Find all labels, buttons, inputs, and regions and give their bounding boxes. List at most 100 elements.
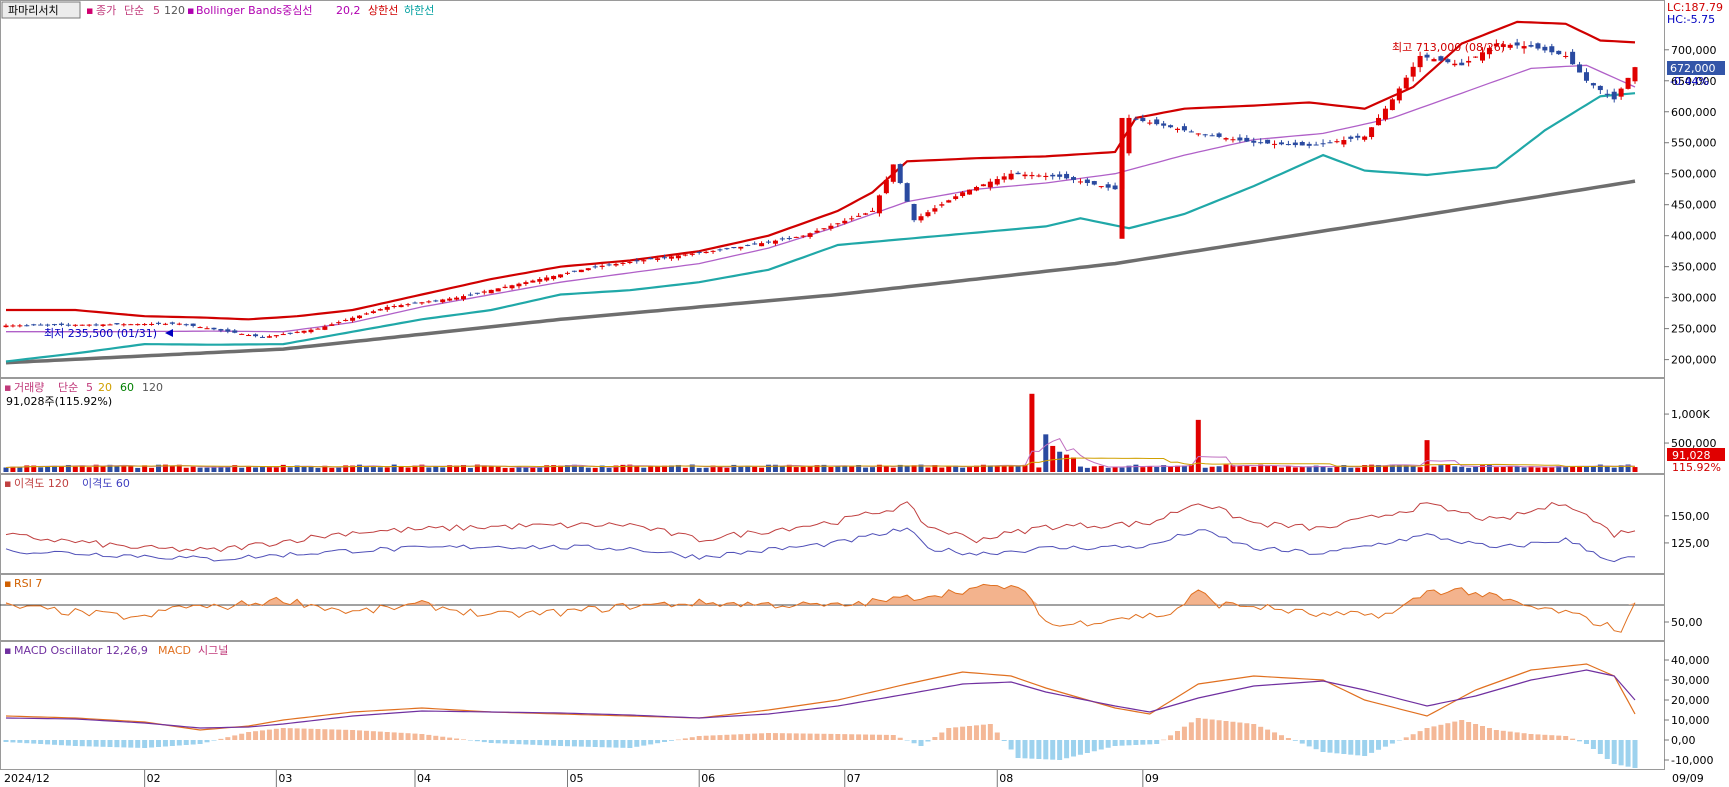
macd-osc-bar xyxy=(232,735,238,740)
rsi-y-axis: 50,00 xyxy=(1664,616,1703,629)
macd-osc-bar xyxy=(772,733,778,740)
volume-bar xyxy=(218,466,224,472)
volume-bar xyxy=(779,465,785,472)
volume-bar xyxy=(772,464,778,472)
macd-osc-bar xyxy=(1251,724,1257,740)
volume-bar xyxy=(1597,464,1603,472)
candle xyxy=(786,235,792,241)
ma120-line xyxy=(5,179,1636,365)
candle xyxy=(232,329,238,334)
candle-body xyxy=(1126,117,1132,154)
macd-osc-bar xyxy=(1272,732,1278,740)
candle-body xyxy=(814,230,820,233)
volume-bar xyxy=(1223,464,1229,472)
volume-bar xyxy=(1348,467,1354,472)
volume-bar xyxy=(1313,465,1319,472)
candle-body xyxy=(578,269,584,273)
macd-osc-bar xyxy=(1223,721,1229,740)
x-tick-label: 04 xyxy=(417,772,431,785)
candle xyxy=(1417,51,1423,73)
candle-body xyxy=(190,323,196,326)
price-y-axis: 700,000 650,000 600,000 550,000 500,000 450,0… xyxy=(1664,44,1717,367)
candle-body xyxy=(1424,54,1430,58)
candle-body xyxy=(1618,88,1624,97)
candle-body xyxy=(1105,184,1111,188)
candle xyxy=(1015,171,1021,175)
candle-body xyxy=(259,336,265,338)
candle xyxy=(897,163,903,185)
macd-osc-bar xyxy=(52,740,58,745)
candle xyxy=(1556,50,1562,56)
candle-body xyxy=(800,235,806,237)
candle-body xyxy=(502,286,508,288)
macd-osc-bar xyxy=(1029,740,1035,759)
macd-osc-bar xyxy=(259,730,265,740)
disparity-y-axis: 150,00 125,00 xyxy=(1664,510,1710,550)
macd-osc-bar xyxy=(1306,740,1312,747)
volume-bar xyxy=(350,465,356,472)
stock-name-button[interactable]: 파마리서치 xyxy=(1,1,81,19)
candle xyxy=(1209,133,1215,137)
candle-body xyxy=(1091,181,1097,185)
macd-osc-bar xyxy=(530,740,536,745)
candle xyxy=(31,323,37,326)
candle xyxy=(599,263,605,270)
volume-bar xyxy=(1479,465,1485,472)
candles xyxy=(3,38,1638,338)
macd-osc-bar xyxy=(218,738,224,740)
candle-body xyxy=(1327,142,1333,144)
macd-osc-bar xyxy=(412,733,418,740)
candle-body xyxy=(440,299,446,303)
volume-bar xyxy=(537,467,543,472)
volume-bar xyxy=(1431,466,1437,472)
candle xyxy=(1597,85,1603,94)
candle xyxy=(183,323,189,327)
volume-bar xyxy=(1029,393,1035,472)
candle xyxy=(495,288,501,292)
candle xyxy=(668,255,674,261)
macd-osc-bar xyxy=(1632,740,1638,768)
volume-bar xyxy=(620,464,626,472)
macd-osc-bar xyxy=(890,735,896,740)
volume-bar xyxy=(100,465,106,472)
candle-body xyxy=(1244,137,1250,142)
candle xyxy=(412,301,418,304)
candle xyxy=(1181,123,1187,132)
candle-body xyxy=(3,325,9,328)
candle-body xyxy=(1535,43,1541,49)
stock-name-button-box[interactable] xyxy=(1,1,81,19)
macd-osc-bar xyxy=(1611,740,1617,764)
candle-body xyxy=(1528,45,1534,47)
candle-body xyxy=(1230,139,1236,141)
macd-osc-bar xyxy=(419,734,425,740)
candle-body xyxy=(710,250,716,252)
candle-body xyxy=(197,327,203,329)
volume-bar xyxy=(1265,465,1271,472)
volume-bar xyxy=(183,467,189,472)
legend-bb-marker: ▪ xyxy=(187,4,194,17)
volume-bar xyxy=(918,464,924,472)
candle xyxy=(1570,49,1576,65)
volume-bar xyxy=(1583,466,1589,472)
candle xyxy=(1424,52,1430,61)
volume-bar xyxy=(800,466,806,472)
candle-body xyxy=(391,306,397,308)
candle-body xyxy=(79,324,85,326)
candle xyxy=(86,324,92,327)
volume-bar xyxy=(1251,466,1257,472)
macd-osc-bar xyxy=(641,740,647,746)
legend-close-marker: ▪ xyxy=(86,4,93,17)
candle xyxy=(1403,75,1409,91)
candle xyxy=(856,213,862,217)
candle xyxy=(1500,40,1506,51)
volume-bar xyxy=(280,464,286,472)
candle-body xyxy=(336,322,342,324)
volume-bar xyxy=(294,465,300,472)
volume-bar xyxy=(142,465,148,472)
volume-bar xyxy=(322,465,328,472)
macd-osc-bar xyxy=(1112,740,1118,746)
volume-bar xyxy=(1119,467,1125,472)
volume-bar xyxy=(149,467,155,472)
macd-osc-bar xyxy=(1507,731,1513,740)
low-arrow-icon xyxy=(165,329,173,337)
